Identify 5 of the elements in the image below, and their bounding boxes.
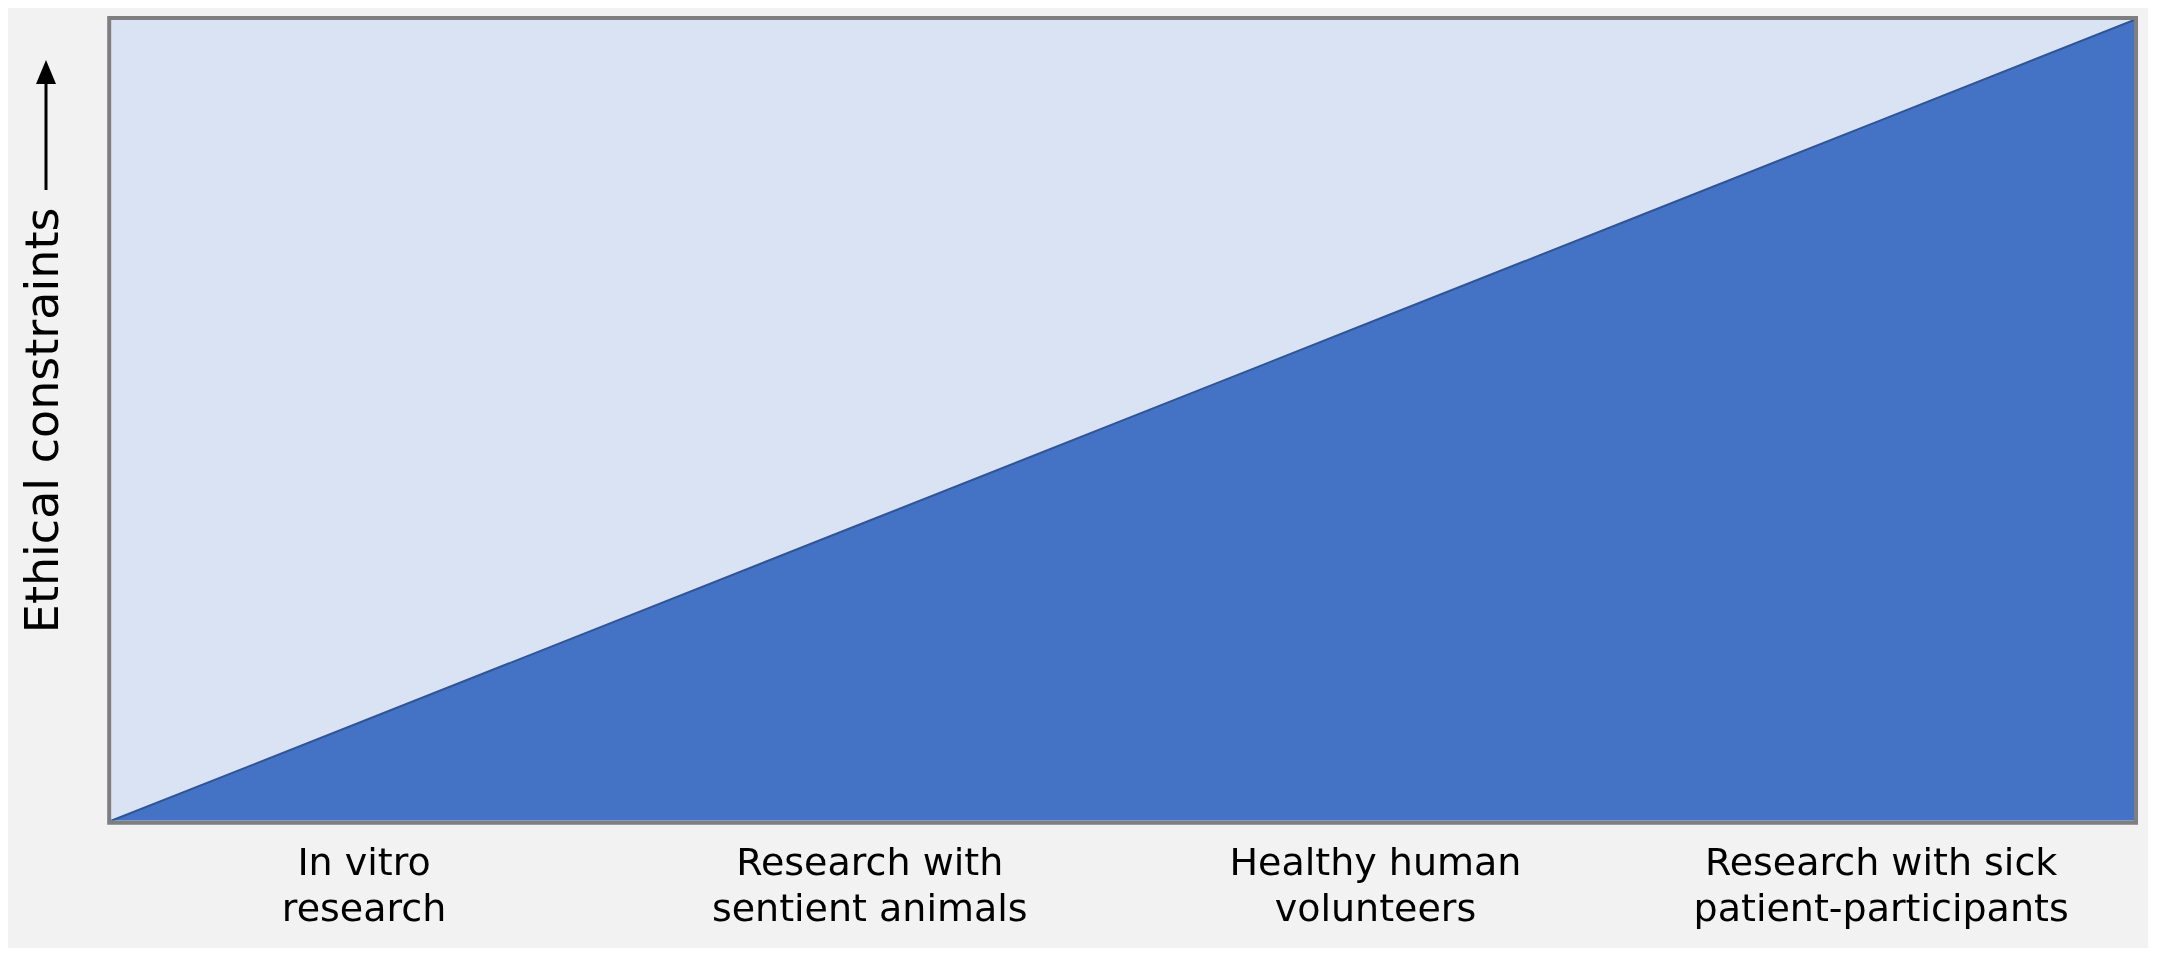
x-tick-label: In vitro research [281,840,447,931]
x-tick-label: Research with sentient animals [711,840,1028,931]
x-tick-label: Research with sick patient-participants [1693,840,2069,931]
y-axis-title: Ethical constraints [14,207,69,634]
x-tick-label: Healthy human volunteers [1229,840,1522,931]
